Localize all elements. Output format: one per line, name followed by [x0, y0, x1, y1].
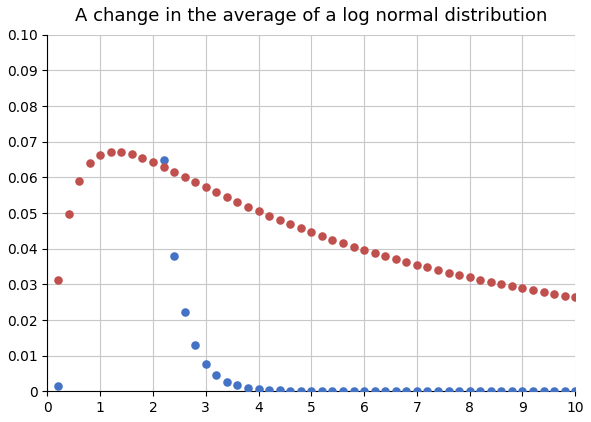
Point: [338, 388, 348, 395]
Point: [423, 388, 432, 395]
Point: [159, 163, 168, 170]
Title: A change in the average of a log normal distribution: A change in the average of a log normal …: [75, 7, 547, 25]
Point: [496, 281, 506, 287]
Point: [180, 173, 189, 180]
Point: [275, 387, 284, 394]
Point: [85, 160, 95, 167]
Point: [550, 290, 559, 297]
Point: [444, 388, 453, 395]
Point: [148, 159, 158, 165]
Point: [190, 179, 200, 185]
Point: [243, 384, 253, 391]
Point: [402, 388, 411, 395]
Point: [285, 387, 295, 394]
Point: [518, 388, 527, 395]
Point: [170, 168, 179, 175]
Point: [53, 277, 63, 284]
Point: [433, 267, 443, 273]
Point: [159, 156, 168, 163]
Point: [412, 388, 421, 395]
Point: [528, 287, 538, 293]
Point: [486, 279, 495, 285]
Point: [243, 203, 253, 210]
Point: [307, 388, 316, 395]
Point: [560, 388, 569, 395]
Point: [570, 388, 580, 395]
Point: [528, 388, 538, 395]
Point: [550, 388, 559, 395]
Point: [433, 388, 443, 395]
Point: [212, 189, 221, 195]
Point: [454, 388, 464, 395]
Point: [180, 309, 189, 316]
Point: [254, 208, 263, 215]
Point: [285, 221, 295, 228]
Point: [74, 177, 84, 184]
Point: [507, 283, 517, 289]
Point: [370, 250, 379, 257]
Point: [349, 388, 358, 395]
Point: [539, 289, 548, 295]
Point: [233, 199, 242, 206]
Point: [317, 388, 327, 395]
Point: [222, 194, 232, 200]
Point: [402, 259, 411, 265]
Point: [296, 388, 306, 395]
Point: [507, 388, 517, 395]
Point: [518, 285, 527, 292]
Point: [296, 225, 306, 232]
Point: [391, 256, 401, 262]
Point: [539, 388, 548, 395]
Point: [349, 243, 358, 250]
Point: [338, 240, 348, 247]
Point: [254, 386, 263, 392]
Point: [476, 388, 485, 395]
Point: [53, 382, 63, 389]
Point: [359, 388, 369, 395]
Point: [264, 387, 274, 393]
Point: [328, 236, 337, 243]
Point: [328, 388, 337, 395]
Point: [64, 211, 73, 217]
Point: [454, 272, 464, 279]
Point: [570, 294, 580, 301]
Point: [190, 342, 200, 349]
Point: [412, 262, 421, 268]
Point: [275, 217, 284, 224]
Point: [465, 388, 475, 395]
Point: [201, 184, 210, 190]
Point: [486, 388, 495, 395]
Point: [106, 149, 115, 155]
Point: [423, 264, 432, 271]
Point: [381, 388, 390, 395]
Point: [116, 149, 126, 155]
Point: [381, 253, 390, 260]
Point: [359, 246, 369, 253]
Point: [307, 229, 316, 236]
Point: [370, 388, 379, 395]
Point: [233, 382, 242, 389]
Point: [391, 388, 401, 395]
Point: [444, 269, 453, 276]
Point: [560, 292, 569, 299]
Point: [264, 213, 274, 219]
Point: [138, 154, 147, 161]
Point: [465, 274, 475, 281]
Point: [127, 151, 137, 157]
Point: [317, 233, 327, 240]
Point: [476, 276, 485, 283]
Point: [201, 361, 210, 368]
Point: [496, 388, 506, 395]
Point: [222, 378, 232, 385]
Point: [96, 151, 105, 158]
Point: [170, 253, 179, 260]
Point: [212, 372, 221, 379]
